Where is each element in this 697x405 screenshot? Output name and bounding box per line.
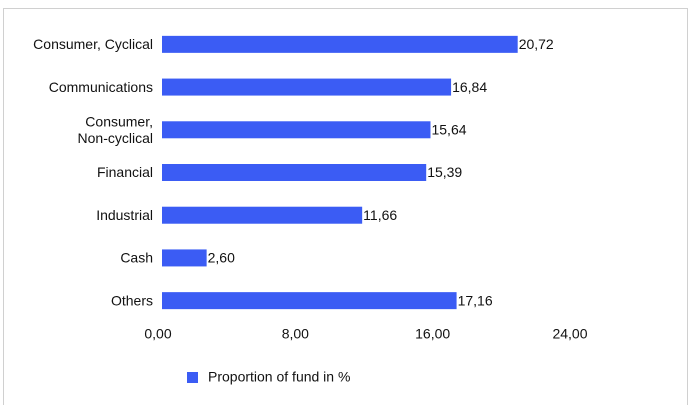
legend-label: Proportion of fund in %: [208, 369, 350, 385]
data-label: 15,64: [431, 121, 466, 137]
bar: [162, 78, 452, 96]
x-tick-label: 24,00: [552, 326, 587, 342]
y-tick-label: Industrial: [96, 207, 153, 223]
bar: [162, 164, 427, 181]
data-label: 11,66: [363, 207, 397, 223]
y-tick-label: Cash: [120, 250, 153, 266]
y-tick-label: Others: [111, 292, 153, 308]
x-tick-label: 0,00: [144, 326, 171, 342]
bar: [162, 249, 207, 267]
y-tick-label: Consumer, Non-cyclical: [78, 113, 153, 146]
data-label: 15,39: [427, 164, 462, 180]
legend-swatch: [187, 372, 198, 383]
bar: [162, 121, 431, 139]
data-label: 2,60: [208, 250, 235, 266]
data-label: 20,72: [519, 36, 554, 52]
bar: [162, 292, 457, 310]
x-tick-label: 8,00: [282, 326, 309, 342]
y-tick-label: Consumer, Cyclical: [33, 36, 153, 52]
y-tick-label: Financial: [97, 164, 153, 180]
y-tick-label: Communications: [49, 79, 153, 95]
bar: [162, 35, 518, 53]
data-label: 16,84: [452, 79, 487, 95]
chart-frame: [3, 8, 688, 405]
bar: [162, 206, 363, 224]
data-label: 17,16: [458, 292, 493, 308]
x-tick-label: 16,00: [415, 326, 450, 342]
